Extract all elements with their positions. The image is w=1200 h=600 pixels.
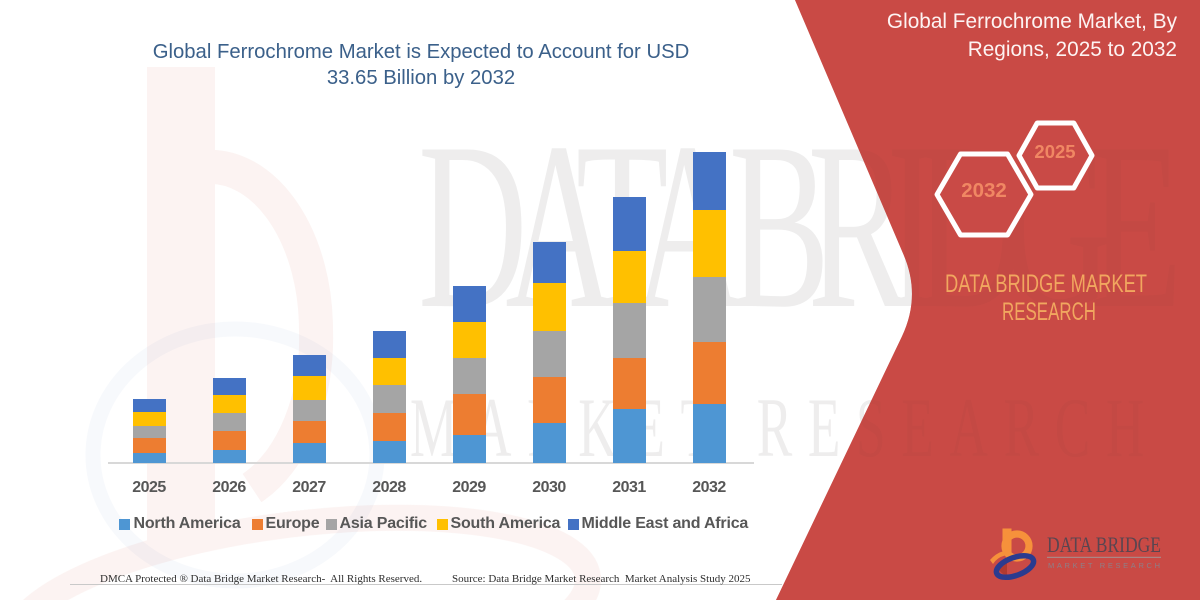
svg-text:RESEARCH: RESEARCH (1002, 299, 1096, 326)
svg-text:MARKET RESEARCH: MARKET RESEARCH (1048, 561, 1160, 570)
svg-text:DATA BRIDGE: DATA BRIDGE (1047, 532, 1161, 557)
svg-text:2025: 2025 (1034, 141, 1075, 162)
svg-text:2032: 2032 (961, 179, 1007, 202)
svg-text:DATA BRIDGE MARKET: DATA BRIDGE MARKET (945, 271, 1147, 298)
